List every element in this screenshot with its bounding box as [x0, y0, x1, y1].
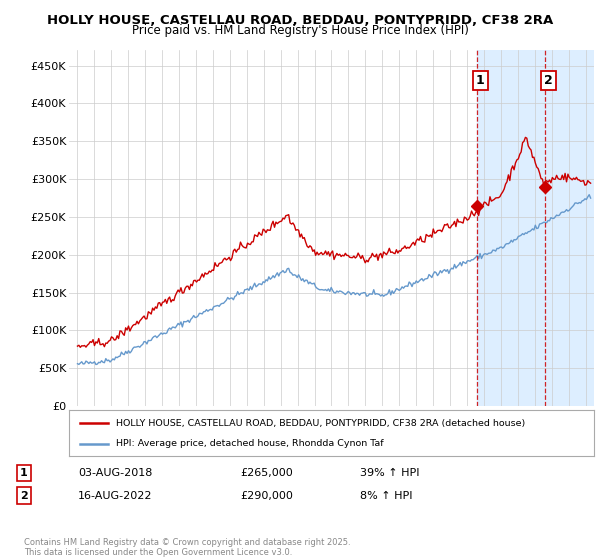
Text: 03-AUG-2018: 03-AUG-2018 — [78, 468, 152, 478]
Text: 1: 1 — [476, 74, 485, 87]
Text: 1: 1 — [20, 468, 28, 478]
Text: 39% ↑ HPI: 39% ↑ HPI — [360, 468, 419, 478]
Text: 2: 2 — [20, 491, 28, 501]
Text: £290,000: £290,000 — [240, 491, 293, 501]
Text: HOLLY HOUSE, CASTELLAU ROAD, BEDDAU, PONTYPRIDD, CF38 2RA: HOLLY HOUSE, CASTELLAU ROAD, BEDDAU, PON… — [47, 14, 553, 27]
Text: Price paid vs. HM Land Registry's House Price Index (HPI): Price paid vs. HM Land Registry's House … — [131, 24, 469, 37]
Bar — [477, 50, 545, 406]
Bar — [545, 50, 594, 406]
Text: 16-AUG-2022: 16-AUG-2022 — [78, 491, 152, 501]
Text: HOLLY HOUSE, CASTELLAU ROAD, BEDDAU, PONTYPRIDD, CF38 2RA (detached house): HOLLY HOUSE, CASTELLAU ROAD, BEDDAU, PON… — [116, 419, 526, 428]
Text: HPI: Average price, detached house, Rhondda Cynon Taf: HPI: Average price, detached house, Rhon… — [116, 439, 384, 448]
Text: £265,000: £265,000 — [240, 468, 293, 478]
Text: 8% ↑ HPI: 8% ↑ HPI — [360, 491, 413, 501]
Text: 2: 2 — [544, 74, 553, 87]
Text: Contains HM Land Registry data © Crown copyright and database right 2025.
This d: Contains HM Land Registry data © Crown c… — [24, 538, 350, 557]
